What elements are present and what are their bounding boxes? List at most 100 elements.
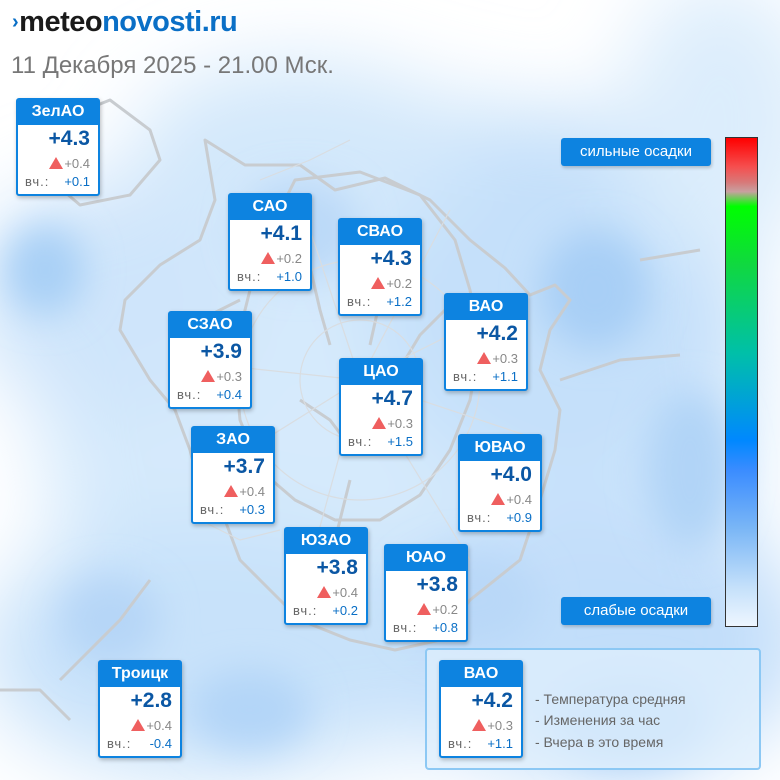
hourly-change: +0.3 <box>472 718 513 733</box>
district-name: ВАО <box>446 295 526 320</box>
precipitation-scale <box>725 137 758 627</box>
logo-meteo: meteo <box>19 6 103 38</box>
hourly-change-value: +0.3 <box>387 416 413 431</box>
triangle-up-icon <box>491 493 506 505</box>
yesterday-row: вч.: +0.1 <box>25 174 90 189</box>
yesterday-row: вч.: +1.1 <box>448 736 513 751</box>
yesterday-row: вч.: +0.9 <box>467 510 532 525</box>
yesterday-label: вч.: <box>393 620 418 635</box>
hourly-change-value: +0.2 <box>432 602 458 617</box>
district-name: СВАО <box>340 220 420 245</box>
temperature-value: +3.8 <box>316 556 358 579</box>
temperature-value: +4.7 <box>371 387 413 410</box>
hourly-change-value: +0.4 <box>146 718 172 733</box>
temperature-value: +2.8 <box>130 689 172 712</box>
yesterday-row: вч.: +0.8 <box>393 620 458 635</box>
temperature-value: +4.3 <box>370 247 412 270</box>
hourly-change: +0.4 <box>49 156 90 171</box>
district-card-yuao: ЮАО +3.8 +0.2 вч.: +0.8 <box>384 544 468 642</box>
triangle-up-icon <box>131 719 146 731</box>
legend-item-hourly-change: - Изменения за час <box>535 712 661 728</box>
hourly-change-value: +0.3 <box>492 351 518 366</box>
hourly-change: +0.3 <box>477 351 518 366</box>
legend-item-yesterday: - Вчера в это время <box>535 734 664 750</box>
district-name: ЦАО <box>341 360 421 385</box>
yesterday-value: +0.4 <box>216 387 242 402</box>
yesterday-value: +0.3 <box>239 502 265 517</box>
hourly-change: +0.4 <box>131 718 172 733</box>
hourly-change: +0.2 <box>371 276 412 291</box>
district-card-sao: САО +4.1 +0.2 вч.: +1.0 <box>228 193 312 291</box>
yesterday-label: вч.: <box>25 174 50 189</box>
yesterday-label: вч.: <box>237 269 262 284</box>
hourly-change-value: +0.3 <box>487 718 513 733</box>
temperature-value: +4.3 <box>48 127 90 150</box>
yesterday-row: вч.: +1.0 <box>237 269 302 284</box>
triangle-up-icon <box>372 417 387 429</box>
yesterday-row: вч.: +1.5 <box>348 434 413 449</box>
district-name: Троицк <box>100 662 180 687</box>
district-card-yuzao: ЮЗАО +3.8 +0.4 вч.: +0.2 <box>284 527 368 625</box>
temperature-value: +3.8 <box>416 573 458 596</box>
hourly-change: +0.2 <box>261 251 302 266</box>
district-name: ЗелАО <box>18 100 98 125</box>
legend-example-card: ВАО +4.2 +0.3 вч.: +1.1 <box>439 660 523 758</box>
yesterday-row: вч.: -0.4 <box>107 736 172 751</box>
hourly-change: +0.4 <box>317 585 358 600</box>
legend-item-temperature: - Температура средняя <box>535 691 686 707</box>
district-name: ЮЗАО <box>286 529 366 554</box>
yesterday-label: вч.: <box>348 434 373 449</box>
hourly-change-value: +0.4 <box>64 156 90 171</box>
triangle-up-icon <box>261 252 276 264</box>
temperature-value: +4.1 <box>260 222 302 245</box>
yesterday-value: +0.1 <box>64 174 90 189</box>
hourly-change: +0.2 <box>417 602 458 617</box>
temperature-value: +4.2 <box>476 322 518 345</box>
district-name: ЮВАО <box>460 436 540 461</box>
hourly-change-value: +0.3 <box>216 369 242 384</box>
yesterday-label: вч.: <box>107 736 132 751</box>
temperature-value: +4.2 <box>471 689 513 712</box>
district-name: ЮАО <box>386 546 466 571</box>
yesterday-label: вч.: <box>293 603 318 618</box>
triangle-up-icon <box>477 352 492 364</box>
yesterday-value: +1.1 <box>492 369 518 384</box>
district-name: САО <box>230 195 310 220</box>
triangle-up-icon <box>472 719 487 731</box>
yesterday-label: вч.: <box>467 510 492 525</box>
yesterday-row: вч.: +1.2 <box>347 294 412 309</box>
district-name: ВАО <box>441 662 521 687</box>
district-card-troick: Троицк +2.8 +0.4 вч.: -0.4 <box>98 660 182 758</box>
forecast-datetime: 11 Декабря 2025 - 21.00 Мск. <box>11 52 334 79</box>
yesterday-row: вч.: +0.2 <box>293 603 358 618</box>
triangle-up-icon <box>417 603 432 615</box>
district-card-svao: СВАО +4.3 +0.2 вч.: +1.2 <box>338 218 422 316</box>
yesterday-label: вч.: <box>347 294 372 309</box>
scale-label-high: сильные осадки <box>561 138 711 166</box>
yesterday-row: вч.: +0.3 <box>200 502 265 517</box>
district-card-szao: СЗАО +3.9 +0.3 вч.: +0.4 <box>168 311 252 409</box>
yesterday-value: +1.2 <box>386 294 412 309</box>
district-name: ЗАО <box>193 428 273 453</box>
hourly-change-value: +0.4 <box>332 585 358 600</box>
temperature-value: +3.9 <box>200 340 242 363</box>
hourly-change: +0.3 <box>372 416 413 431</box>
district-card-zelao: ЗелАО +4.3 +0.4 вч.: +0.1 <box>16 98 100 196</box>
triangle-up-icon <box>317 586 332 598</box>
yesterday-value: +1.5 <box>387 434 413 449</box>
hourly-change: +0.4 <box>224 484 265 499</box>
triangle-up-icon <box>224 485 239 497</box>
logo-domain: .ru <box>201 6 238 38</box>
yesterday-label: вч.: <box>453 369 478 384</box>
yesterday-label: вч.: <box>448 736 473 751</box>
yesterday-value: +1.0 <box>276 269 302 284</box>
district-card-yuvao: ЮВАО +4.0 +0.4 вч.: +0.9 <box>458 434 542 532</box>
yesterday-value: +0.9 <box>506 510 532 525</box>
yesterday-value: +0.2 <box>332 603 358 618</box>
hourly-change: +0.4 <box>491 492 532 507</box>
site-logo[interactable]: ›meteonovosti.ru <box>12 6 238 39</box>
temperature-value: +3.7 <box>223 455 265 478</box>
yesterday-label: вч.: <box>177 387 202 402</box>
yesterday-value: +0.8 <box>432 620 458 635</box>
